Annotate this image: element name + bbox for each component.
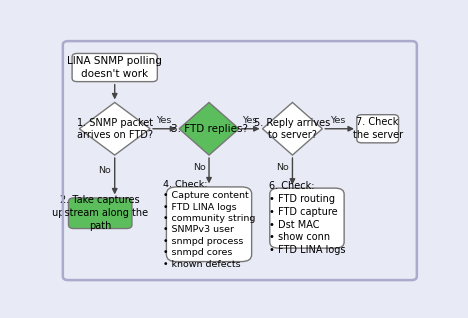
Polygon shape: [80, 102, 150, 155]
Text: Yes: Yes: [242, 116, 257, 125]
FancyBboxPatch shape: [357, 115, 399, 143]
FancyBboxPatch shape: [167, 187, 252, 262]
FancyBboxPatch shape: [270, 188, 344, 248]
Text: 6. Check:
• FTD routing
• FTD capture
• Dst MAC
• show conn
• FTD LINA logs: 6. Check: • FTD routing • FTD capture • …: [269, 181, 345, 255]
Text: Yes: Yes: [156, 116, 171, 125]
Text: 4. Check:
• Capture content
• FTD LINA logs
• community string
• SNMPv3 user
• s: 4. Check: • Capture content • FTD LINA l…: [163, 180, 255, 269]
Text: LINA SNMP polling
doesn't work: LINA SNMP polling doesn't work: [67, 56, 162, 79]
Text: 5. Reply arrives
to server?: 5. Reply arrives to server?: [254, 118, 330, 140]
FancyBboxPatch shape: [72, 53, 157, 82]
FancyBboxPatch shape: [68, 198, 132, 229]
Text: Yes: Yes: [330, 116, 345, 125]
Text: 1. SNMP packet
arrives on FTD?: 1. SNMP packet arrives on FTD?: [77, 118, 153, 140]
Text: 7. Check
the server: 7. Check the server: [352, 117, 403, 140]
Polygon shape: [179, 102, 239, 155]
Text: No: No: [193, 162, 205, 172]
Text: 3. FTD replies?: 3. FTD replies?: [170, 124, 248, 134]
Text: No: No: [98, 166, 111, 175]
Text: 2. Take captures
upstream along the
path: 2. Take captures upstream along the path: [52, 196, 148, 231]
Polygon shape: [263, 102, 322, 155]
Text: No: No: [276, 162, 289, 172]
